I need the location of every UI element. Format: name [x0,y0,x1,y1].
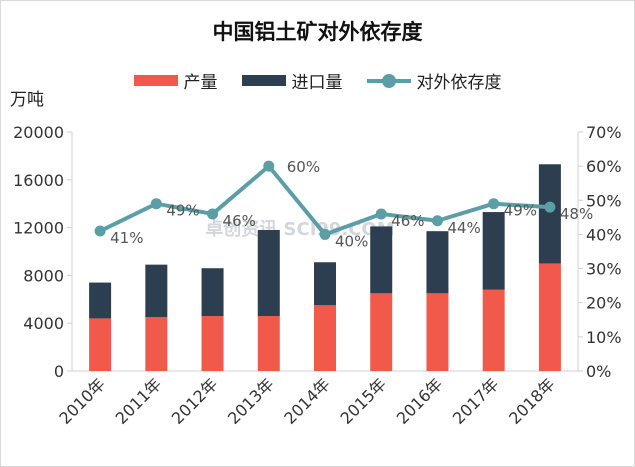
point-dependency [544,201,556,213]
legend-swatch-production [133,75,178,86]
y2-tick-label: 50% [586,191,622,210]
y2-tick-label: 0% [586,362,611,381]
data-label-dependency: 46% [391,212,424,230]
point-dependency [150,198,162,210]
y-tick-label: 12000 [13,219,64,238]
bar-imports [538,164,561,264]
x-tick-label: 2013年 [224,374,278,428]
data-label-dependency: 44% [447,219,480,237]
bar-production [426,293,449,371]
data-label-dependency: 46% [223,212,256,230]
bar-production [370,293,393,371]
y2-tick-label: 70% [586,123,622,142]
x-tick-label: 2012年 [168,374,222,428]
bar-imports [482,212,505,290]
x-tick-label: 2018年 [505,374,559,428]
watermark-text: 卓创资讯 SCI99.COM [205,218,394,240]
data-label-dependency: 40% [335,232,368,250]
y-axis-unit-label: 万吨 [10,90,44,110]
bar-imports [370,226,393,294]
bar-production [482,289,505,371]
bar-imports [426,231,449,294]
point-dependency [488,198,500,210]
x-tick-label: 2017年 [449,374,503,428]
bar-imports [257,229,280,317]
data-label-dependency: 49% [166,202,199,220]
point-dependency [263,160,275,172]
bar-production [257,316,280,371]
y2-tick-label: 10% [586,328,622,347]
legend-item-dependency: 对外依存度 [366,68,502,93]
x-tick-label: 2014年 [280,374,334,428]
data-label-dependency: 48% [560,205,593,223]
x-tick-label: 2011年 [112,374,166,428]
y-tick-label: 20000 [13,123,64,142]
legend-label-dependency: 对外依存度 [416,73,502,93]
bar-imports [145,264,168,318]
y2-tick-label: 20% [586,294,622,313]
bar-production [89,318,112,371]
y-tick-label: 8000 [23,266,64,285]
legend-item-imports: 进口量 [241,68,343,93]
x-tick-label: 2010年 [55,374,109,428]
y-tick-label: 0 [54,362,64,381]
x-tick-label: 2015年 [336,374,390,428]
y2-tick-label: 40% [586,225,622,244]
y2-tick-label: 60% [586,157,622,176]
point-dependency [375,208,387,220]
y-tick-label: 4000 [23,314,64,333]
x-tick-label: 2016年 [393,374,447,428]
legend-label-production: 产量 [183,73,218,93]
legend-item-production: 产量 [133,68,218,93]
data-label-dependency: 49% [504,202,537,220]
y2-tick-label: 30% [586,260,622,279]
data-label-dependency: 60% [287,158,320,176]
point-dependency [207,208,219,220]
bar-production [201,316,224,371]
bar-imports [314,262,336,306]
point-dependency [94,225,106,237]
chart-title: 中国铝土矿对外依存度 [212,19,423,44]
legend-swatch-imports [241,75,286,86]
bar-production [314,305,336,371]
point-dependency [431,215,443,227]
bar-imports [89,282,112,319]
chart-legend: 产量 进口量 对外依存度 [0,68,635,93]
bar-production [538,263,561,371]
legend-label-imports: 进口量 [291,73,343,93]
legend-swatch-dependency [366,73,411,88]
bar-production [145,317,168,371]
y-tick-label: 16000 [13,171,64,190]
data-label-dependency: 41% [110,229,143,247]
bar-imports [201,268,224,317]
point-dependency [319,228,331,240]
